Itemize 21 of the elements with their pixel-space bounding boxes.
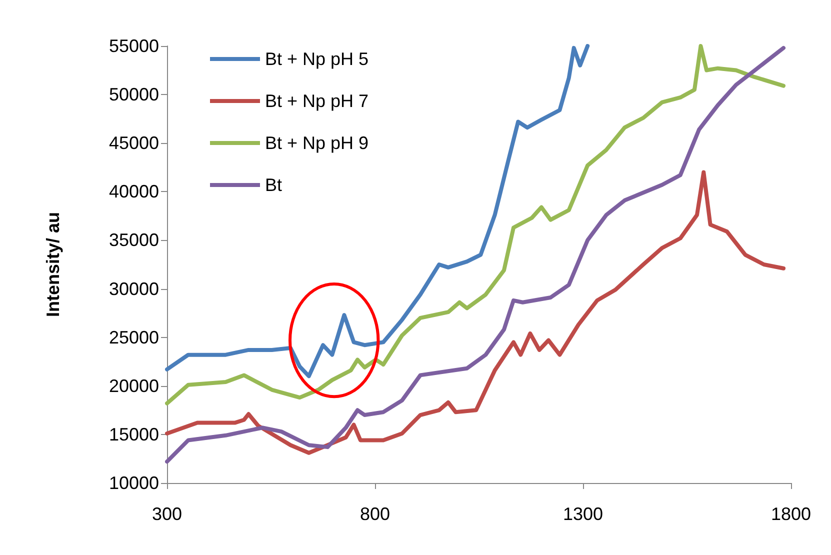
y-tick-label: 15000 <box>108 424 159 444</box>
x-tick-label: 1800 <box>770 504 812 524</box>
line-series <box>165 44 590 378</box>
y-axis-title: Intensity/ au <box>43 212 63 318</box>
legend-label: Bt + Np pH 9 <box>265 133 369 153</box>
y-tick-label: 30000 <box>108 278 159 299</box>
x-tick-label: 300 <box>152 504 182 524</box>
legend-label: Bt + Np pH 7 <box>265 91 369 111</box>
y-tick-label: 45000 <box>108 133 159 154</box>
y-tick-label: 25000 <box>108 327 159 348</box>
line-series <box>165 170 786 455</box>
y-tick-label: 40000 <box>108 182 159 202</box>
y-tick-label: 10000 <box>108 473 159 493</box>
legend-label: Bt <box>265 175 282 195</box>
x-tick-label: 800 <box>360 504 390 524</box>
x-tick-label: 1300 <box>562 504 604 524</box>
legend-label: Bt + Np pH 5 <box>265 49 369 69</box>
y-tick-label: 20000 <box>108 376 159 396</box>
y-tick-label: 50000 <box>108 84 159 105</box>
y-tick-label: 55000 <box>108 36 159 56</box>
y-tick-label: 35000 <box>108 230 159 250</box>
